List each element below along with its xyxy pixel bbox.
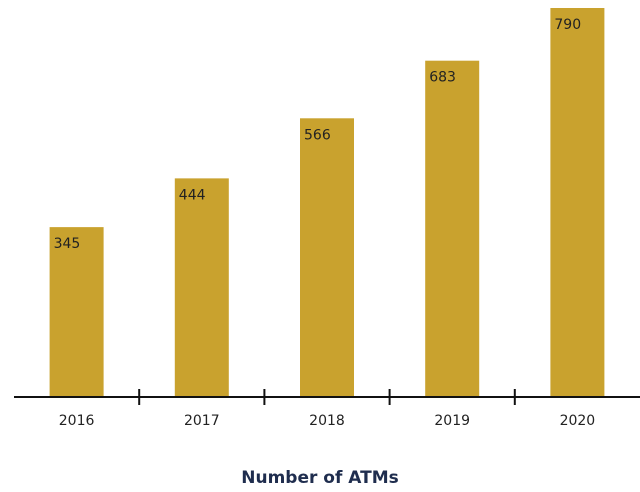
x-tick-label: 2020 — [560, 413, 596, 429]
bar — [174, 178, 229, 397]
value-label: 683 — [429, 70, 456, 86]
x-tick-label: 2017 — [184, 413, 220, 429]
bar — [300, 118, 354, 397]
value-label: 444 — [179, 187, 206, 203]
x-tick-label: 2018 — [309, 413, 345, 429]
x-tick-label: 2019 — [434, 413, 470, 429]
bar — [425, 60, 480, 397]
bar — [550, 8, 605, 397]
value-label: 566 — [304, 127, 331, 143]
value-label: 345 — [54, 236, 81, 252]
x-tick-label: 2016 — [59, 413, 95, 429]
chart-title: Number of ATMs — [241, 468, 399, 488]
value-label: 790 — [554, 17, 581, 33]
bar — [49, 227, 104, 397]
